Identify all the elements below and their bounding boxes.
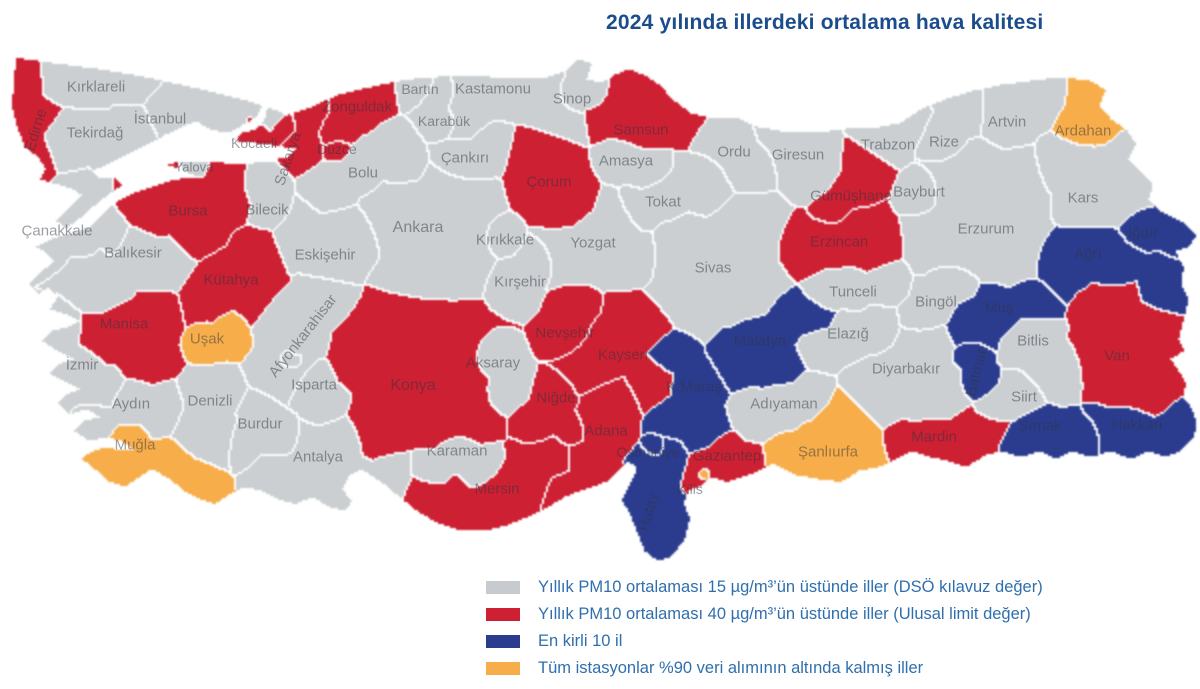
legend-item: Yıllık PM10 ortalaması 40 µg/m³’ün üstün…	[486, 605, 1043, 624]
legend-label: Tüm istasyonlar %90 veri alımının altınd…	[538, 659, 924, 677]
legend-label: En kirli 10 il	[538, 632, 623, 650]
legend-label: Yıllık PM10 ortalaması 15 µg/m³’ün üstün…	[538, 578, 1043, 596]
legend-swatch-gray	[486, 581, 520, 594]
page-title: 2024 yılında illerdeki ortalama hava kal…	[606, 11, 1044, 34]
legend-swatch-orange	[486, 662, 520, 675]
legend-item: Tüm istasyonlar %90 veri alımının altınd…	[486, 659, 1043, 678]
legend: Yıllık PM10 ortalaması 15 µg/m³’ün üstün…	[486, 578, 1043, 678]
legend-swatch-blue	[486, 635, 520, 648]
legend-label: Yıllık PM10 ortalaması 40 µg/m³’ün üstün…	[538, 605, 1031, 623]
legend-swatch-red	[486, 608, 520, 621]
legend-item: Yıllık PM10 ortalaması 15 µg/m³’ün üstün…	[486, 578, 1043, 597]
legend-item: En kirli 10 il	[486, 632, 1043, 651]
